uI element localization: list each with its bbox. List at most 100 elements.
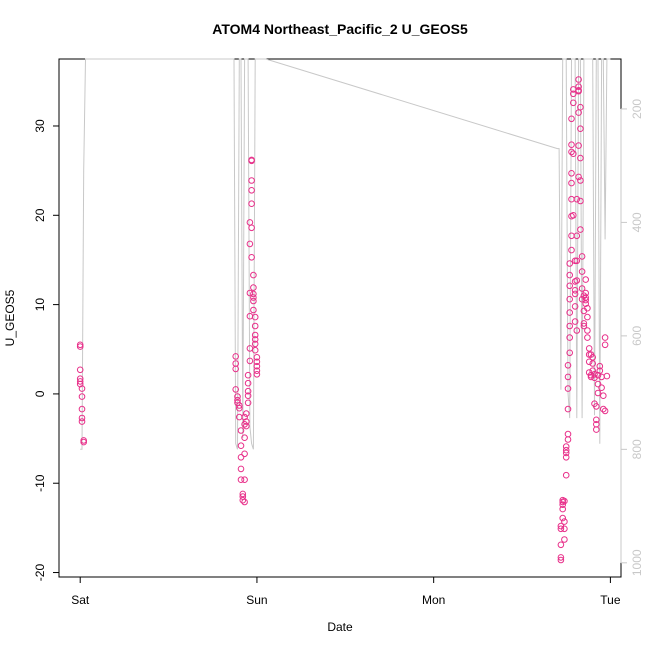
data-point <box>575 87 582 94</box>
data-point <box>570 99 577 107</box>
data-point <box>562 454 570 461</box>
y-tick-label: 0 <box>33 390 47 397</box>
data-point <box>244 371 252 379</box>
data-point <box>561 518 568 525</box>
data-point <box>591 371 598 378</box>
data-point <box>582 294 590 301</box>
chart-title: ATOM4 Northeast_Pacific_2 U_GEOS5 <box>212 21 468 37</box>
data-point <box>573 195 581 203</box>
data-point <box>568 148 575 156</box>
data-point <box>575 83 582 90</box>
data-point <box>559 505 567 513</box>
data-point <box>585 358 593 366</box>
data-point <box>566 260 574 267</box>
data-point <box>578 295 586 303</box>
plot-frame <box>58 58 622 578</box>
data-point <box>250 284 257 291</box>
data-point <box>248 200 255 207</box>
data-point <box>600 392 607 400</box>
x-tick-label: Sun <box>246 593 267 607</box>
data-point <box>251 322 259 330</box>
data-point <box>600 405 607 413</box>
data-point <box>573 257 581 265</box>
data-point <box>570 150 577 157</box>
data-point <box>577 197 584 205</box>
data-point <box>246 312 254 320</box>
x-tick-label: Mon <box>422 593 445 607</box>
data-point <box>577 226 584 233</box>
right-tick-label: 600 <box>630 326 644 346</box>
data-point <box>580 322 588 330</box>
data-point <box>573 327 581 334</box>
data-point <box>589 360 597 367</box>
data-point <box>239 490 247 498</box>
data-point <box>578 253 586 260</box>
data-point <box>241 450 248 458</box>
data-point <box>246 219 254 226</box>
data-point <box>250 306 257 314</box>
data-point <box>248 253 255 261</box>
data-point <box>582 276 590 283</box>
data-point <box>596 362 604 370</box>
data-point <box>253 371 261 378</box>
data-point <box>594 389 602 397</box>
data-point <box>601 341 609 349</box>
data-point <box>243 418 250 425</box>
data-point <box>575 76 582 83</box>
data-point <box>568 170 575 177</box>
data-point <box>575 173 582 181</box>
data-point <box>232 353 239 360</box>
data-point <box>251 313 259 321</box>
data-point <box>564 362 572 369</box>
data-point <box>76 366 84 374</box>
data-point <box>76 341 84 349</box>
data-point <box>76 378 84 385</box>
data-point <box>559 501 567 509</box>
data-point <box>253 358 261 366</box>
x-axis-label: Date <box>327 620 353 634</box>
data-point <box>571 287 579 294</box>
data-point <box>566 349 574 357</box>
data-point <box>559 514 567 522</box>
data-point <box>577 177 584 184</box>
data-point <box>243 410 250 417</box>
data-point <box>246 240 254 248</box>
data-point <box>577 103 584 111</box>
data-point <box>251 340 259 348</box>
data-point <box>561 497 568 505</box>
data-point <box>566 295 574 303</box>
data-point <box>232 386 239 393</box>
data-point <box>566 334 574 341</box>
data-point <box>564 373 572 381</box>
data-points-layer <box>76 76 611 564</box>
data-point <box>582 289 590 297</box>
data-point <box>248 177 255 184</box>
data-point <box>246 289 254 297</box>
data-point <box>566 309 574 316</box>
data-point <box>237 454 245 461</box>
data-point <box>571 318 579 325</box>
data-point <box>580 320 588 327</box>
x-tick-label: Tue <box>600 593 621 607</box>
y-tick-label: -20 <box>33 564 47 582</box>
data-point <box>241 498 248 506</box>
data-point <box>78 393 86 400</box>
data-point <box>244 379 252 387</box>
y-axis-right: 200 400 600 800 1000 <box>620 99 644 576</box>
y-tick-label: -10 <box>33 474 47 492</box>
data-point <box>253 367 261 375</box>
right-tick-label: 1000 <box>630 549 644 576</box>
data-point <box>568 115 575 123</box>
data-point <box>237 442 245 450</box>
data-point <box>577 125 584 132</box>
data-point <box>598 384 605 392</box>
data-point <box>566 282 574 290</box>
data-point <box>239 496 247 504</box>
data-point <box>573 232 581 240</box>
data-point <box>603 372 611 380</box>
data-point <box>241 476 248 484</box>
data-point <box>562 449 570 457</box>
data-point <box>562 471 570 479</box>
data-point <box>78 418 86 425</box>
